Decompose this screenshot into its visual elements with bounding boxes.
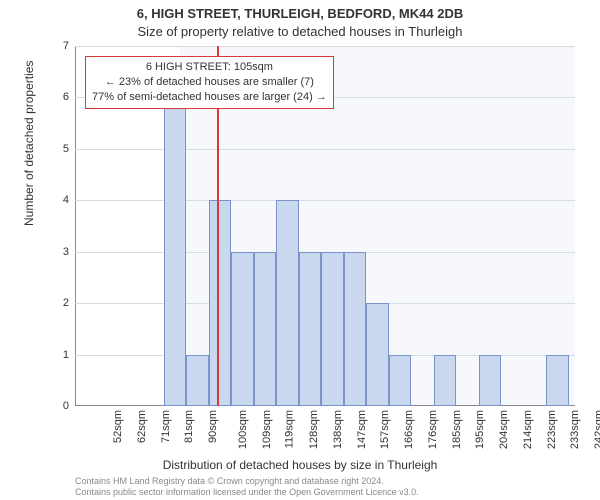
y-tick-label: 3 bbox=[63, 246, 69, 258]
gridline bbox=[75, 149, 575, 150]
x-tick-label: 233sqm bbox=[569, 410, 581, 449]
x-tick-label: 52sqm bbox=[112, 410, 124, 443]
y-axis-line bbox=[75, 46, 76, 406]
x-tick-label: 223sqm bbox=[546, 410, 558, 449]
x-tick-label: 185sqm bbox=[451, 410, 463, 449]
x-tick-label: 242sqm bbox=[593, 410, 600, 449]
y-tick-label: 5 bbox=[63, 143, 69, 155]
y-tick-label: 7 bbox=[63, 40, 69, 52]
x-tick-label: 214sqm bbox=[522, 410, 534, 449]
y-tick-label: 1 bbox=[63, 349, 69, 361]
x-tick-label: 166sqm bbox=[403, 410, 415, 449]
x-tick-label: 138sqm bbox=[332, 410, 344, 449]
histogram-bar bbox=[254, 252, 277, 406]
histogram-bar bbox=[231, 252, 254, 406]
x-tick-label: 71sqm bbox=[160, 410, 172, 443]
x-tick-label: 119sqm bbox=[284, 410, 296, 448]
histogram-bar bbox=[164, 97, 187, 406]
chart-container: { "chart": { "type": "bar-histogram", "t… bbox=[0, 0, 600, 500]
x-tick-label: 109sqm bbox=[261, 410, 273, 449]
x-tick-label: 195sqm bbox=[474, 410, 486, 449]
histogram-bar bbox=[186, 355, 209, 406]
histogram-bar bbox=[344, 252, 367, 406]
y-tick-label: 6 bbox=[63, 91, 69, 103]
x-tick-label: 147sqm bbox=[356, 410, 368, 449]
x-tick-label: 62sqm bbox=[136, 410, 148, 443]
histogram-bar bbox=[546, 355, 569, 406]
chart-title-address: 6, HIGH STREET, THURLEIGH, BEDFORD, MK44… bbox=[0, 6, 600, 21]
attribution-footer: Contains HM Land Registry data © Crown c… bbox=[75, 476, 575, 498]
histogram-bar bbox=[434, 355, 457, 406]
x-tick-label: 100sqm bbox=[237, 410, 249, 449]
chart-title-desc: Size of property relative to detached ho… bbox=[0, 24, 600, 39]
x-tick-label: 176sqm bbox=[427, 410, 439, 449]
histogram-bar bbox=[389, 355, 412, 406]
gridline bbox=[75, 200, 575, 201]
histogram-bar bbox=[209, 200, 232, 406]
y-tick-label: 4 bbox=[63, 194, 69, 206]
x-tick-label: 204sqm bbox=[498, 410, 510, 449]
histogram-bar bbox=[276, 200, 299, 406]
x-axis-label: Distribution of detached houses by size … bbox=[0, 458, 600, 472]
histogram-bar bbox=[479, 355, 502, 406]
histogram-bar bbox=[321, 252, 344, 406]
x-tick-label: 128sqm bbox=[308, 410, 320, 449]
annotation-line-3: 77% of semi-detached houses are larger (… bbox=[92, 90, 327, 105]
annotation-line-1: 6 HIGH STREET: 105sqm bbox=[92, 60, 327, 75]
gridline bbox=[75, 46, 575, 47]
y-axis-label: Number of detached properties bbox=[22, 61, 36, 226]
y-tick-label: 2 bbox=[63, 297, 69, 309]
histogram-bar bbox=[299, 252, 322, 406]
annotation-box: 6 HIGH STREET: 105sqm← 23% of detached h… bbox=[85, 56, 334, 109]
y-tick-label: 0 bbox=[63, 400, 69, 412]
plot-area: 0123456752sqm62sqm71sqm81sqm90sqm100sqm1… bbox=[75, 46, 575, 406]
footer-line-2: Contains public sector information licen… bbox=[75, 487, 575, 498]
footer-line-1: Contains HM Land Registry data © Crown c… bbox=[75, 476, 575, 487]
histogram-bar bbox=[366, 303, 389, 406]
x-tick-label: 81sqm bbox=[183, 410, 195, 443]
x-tick-label: 90sqm bbox=[207, 410, 219, 443]
annotation-line-2: ← 23% of detached houses are smaller (7) bbox=[92, 75, 327, 90]
x-tick-label: 157sqm bbox=[379, 410, 391, 449]
